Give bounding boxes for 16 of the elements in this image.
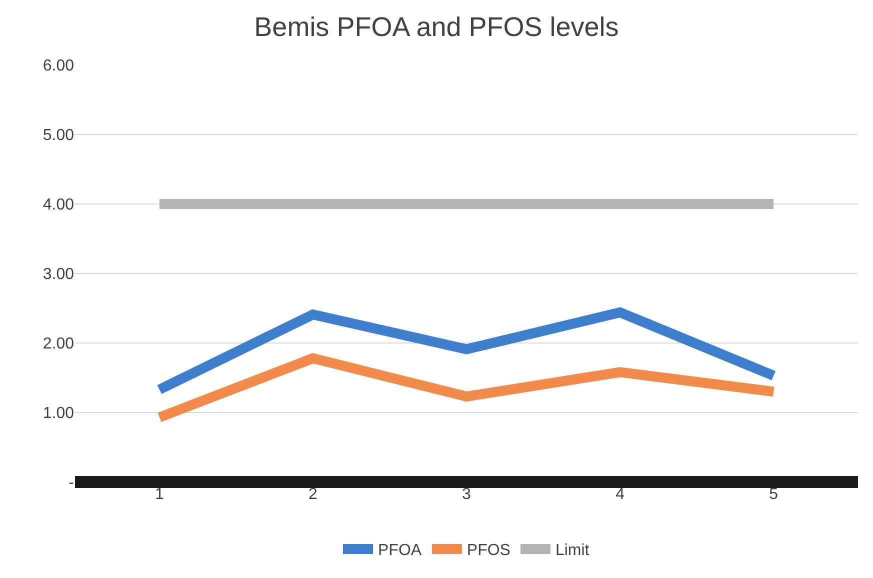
x-tick-label: 1 — [154, 486, 164, 503]
x-tick-label: 5 — [769, 486, 778, 503]
legend-label: PFOS — [466, 542, 510, 560]
x-tick-label: 4 — [616, 486, 625, 503]
y-tick-label: - — [68, 474, 74, 492]
y-tick-label: 6.00 — [42, 58, 74, 75]
chart-title: Bemis PFOA and PFOS levels — [254, 12, 619, 42]
legend-label: Limit — [555, 542, 590, 560]
y-tick-label: 1.00 — [42, 405, 74, 422]
y-tick-label: 3.00 — [42, 266, 74, 284]
y-tick-label: 4.00 — [42, 196, 74, 214]
legend-label: PFOA — [378, 542, 422, 560]
y-tick-label: 5.00 — [42, 127, 74, 144]
x-tick-label: 3 — [462, 486, 472, 503]
x-tick-label: 2 — [308, 486, 318, 503]
y-tick-label: 2.00 — [42, 336, 74, 353]
